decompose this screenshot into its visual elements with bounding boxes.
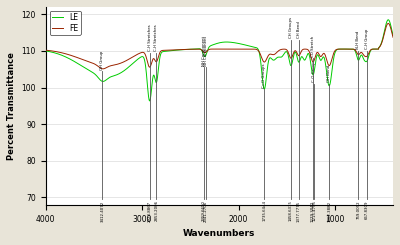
FE <box>319 54 324 57</box>
Text: 1215.4705: 1215.4705 <box>312 200 316 221</box>
LE <box>43 49 48 52</box>
Legend: LE, FE: LE, FE <box>50 11 81 35</box>
Text: OH Group: OH Group <box>100 50 104 70</box>
Text: 1377.7775: 1377.7775 <box>297 200 301 221</box>
FE <box>386 22 391 25</box>
FE <box>100 67 105 70</box>
Text: 759.0092: 759.0092 <box>356 200 360 219</box>
Line: FE: FE <box>46 24 393 69</box>
FE <box>43 49 48 52</box>
FE <box>391 36 396 39</box>
Text: 2341.2706: 2341.2706 <box>204 200 208 221</box>
Text: OH Bend: OH Bend <box>327 65 331 82</box>
FE <box>264 58 269 61</box>
Text: 667.8309: 667.8309 <box>365 200 369 219</box>
Text: NH Component: NH Component <box>202 36 206 66</box>
Text: C-H Stretches: C-H Stretches <box>154 25 158 51</box>
Text: 1458.6315: 1458.6315 <box>289 200 293 221</box>
Text: C-H Stretches: C-H Stretches <box>148 25 152 51</box>
LE <box>301 57 306 60</box>
Line: LE: LE <box>46 20 393 101</box>
Text: CH Groups: CH Groups <box>289 17 293 38</box>
LE <box>319 58 324 61</box>
FE <box>169 49 174 51</box>
LE <box>169 49 174 52</box>
Text: 1229.3042: 1229.3042 <box>311 200 315 222</box>
Text: CO Stretch: CO Stretch <box>311 36 315 57</box>
LE <box>386 18 391 21</box>
Text: C=O Groups: C=O Groups <box>262 63 266 88</box>
LE <box>61 54 66 57</box>
LE <box>249 45 254 48</box>
Text: 2853.2006: 2853.2006 <box>154 200 158 221</box>
FE <box>61 52 66 55</box>
FE <box>301 48 306 51</box>
Text: N-H Bend: N-H Bend <box>356 31 360 49</box>
Text: 2923.8867: 2923.8867 <box>148 200 152 221</box>
Text: 2359.6690: 2359.6690 <box>202 200 206 221</box>
Text: NH Component: NH Component <box>204 36 208 66</box>
Text: 1062.3882: 1062.3882 <box>327 200 331 221</box>
LE <box>147 99 152 102</box>
Text: 1735.6444: 1735.6444 <box>262 200 266 221</box>
LE <box>391 34 396 37</box>
Y-axis label: Percent Transmittance: Percent Transmittance <box>7 52 16 160</box>
Text: C-H Group: C-H Group <box>365 29 369 49</box>
FE <box>249 48 254 50</box>
Text: 3412.4072: 3412.4072 <box>100 200 104 222</box>
X-axis label: Wavenumbers: Wavenumbers <box>183 229 256 238</box>
Text: CH Bend: CH Bend <box>297 22 301 38</box>
Text: C-O Group: C-O Group <box>312 62 316 82</box>
LE <box>264 75 269 78</box>
